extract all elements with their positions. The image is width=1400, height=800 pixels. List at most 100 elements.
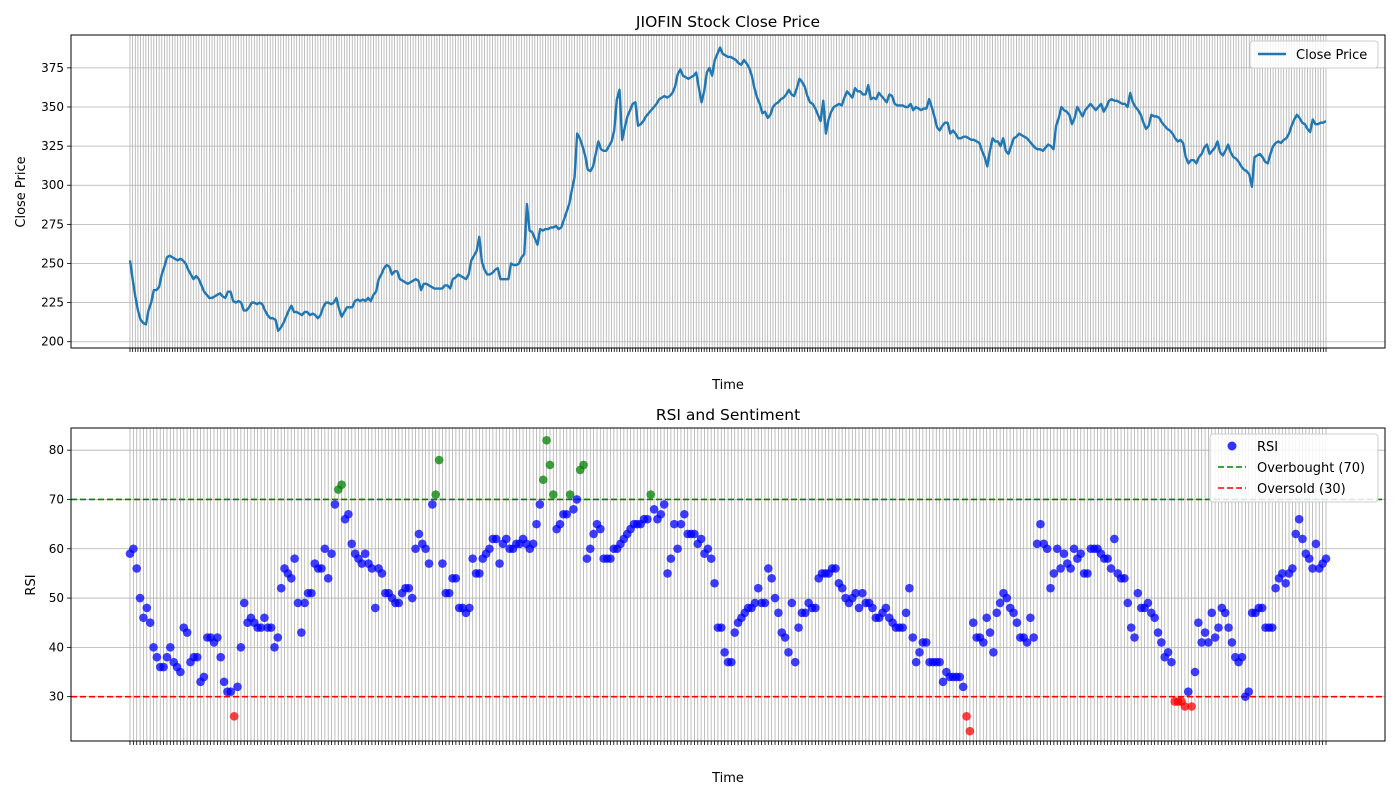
rsi-point	[784, 647, 793, 657]
rsi-point	[270, 643, 279, 652]
rsi-point	[790, 657, 800, 667]
p2-y-tick-label: 80	[49, 443, 64, 457]
rsi-point	[236, 643, 246, 652]
p1-y-tick-label: 350	[41, 100, 64, 114]
rsi-point	[787, 598, 797, 608]
rsi-point	[229, 712, 239, 721]
rsi-point	[491, 534, 501, 544]
rsi-point	[1304, 554, 1314, 563]
rsi-point	[696, 534, 706, 544]
rsi-point	[1026, 613, 1035, 623]
rsi-point	[569, 505, 578, 514]
rsi-point	[1200, 628, 1210, 637]
rsi-point	[968, 618, 978, 627]
rsi-point	[1106, 564, 1116, 573]
rsi-point	[965, 726, 975, 736]
rsi-point	[716, 623, 726, 632]
rsi-point	[1220, 608, 1230, 618]
rsi-point	[428, 500, 437, 509]
rsi-point	[1224, 623, 1233, 632]
rsi-point	[669, 519, 679, 529]
rsi-point	[411, 544, 420, 554]
rsi-point	[794, 623, 803, 632]
rsi-point	[851, 588, 860, 598]
rsi-point	[1183, 687, 1193, 697]
rsi-point	[837, 583, 847, 593]
rsi-point	[656, 509, 666, 519]
rsi-point	[475, 569, 484, 578]
rsi-point	[307, 588, 316, 598]
price-x-axis-label: Time	[711, 378, 744, 393]
rsi-point	[549, 490, 558, 499]
rsi-point	[985, 628, 995, 637]
rsi-point	[727, 657, 736, 667]
rsi-point	[1311, 539, 1321, 549]
p2-y-tick-label: 50	[49, 591, 64, 605]
rsi-point	[135, 593, 145, 603]
p2-y-tick-label: 60	[49, 542, 64, 556]
rsi-point	[1291, 529, 1301, 539]
rsi-point	[565, 490, 575, 499]
rsi-point	[1153, 628, 1163, 637]
rsi-point	[1257, 603, 1267, 613]
rsi-point	[434, 455, 444, 465]
p1-y-tick-label: 250	[41, 256, 64, 270]
rsi-point	[901, 608, 911, 618]
rsi-point	[955, 672, 965, 682]
rsi-point	[1120, 574, 1129, 583]
rsi-point	[1187, 702, 1196, 711]
rsi-point	[1167, 657, 1176, 667]
price-vertical-grid	[129, 35, 1327, 348]
rsi-point	[1237, 652, 1247, 662]
rsi-point	[720, 647, 729, 657]
rsi-point	[495, 559, 504, 568]
rsi-point	[545, 460, 555, 470]
rsi-point	[1294, 514, 1304, 524]
rsi-point	[800, 608, 810, 618]
rsi-point	[935, 657, 944, 667]
p1-y-tick-label: 225	[41, 296, 64, 310]
rsi-legend: RSI Overbought (70) Oversold (30)	[1209, 433, 1379, 503]
rsi-y-ticks: 30 40 50 60 70 80	[49, 443, 71, 704]
rsi-point	[1204, 638, 1213, 647]
rsi-point	[139, 613, 148, 623]
rsi-point	[780, 633, 790, 642]
price-legend-box	[1249, 40, 1379, 69]
rsi-point	[905, 583, 914, 593]
rsi-point	[1308, 564, 1317, 573]
rsi-legend-marker-swatch	[1227, 441, 1237, 451]
rsi-point	[145, 618, 155, 627]
rsi-point	[226, 687, 236, 697]
rsi-point	[1009, 608, 1018, 618]
rsi-point	[1150, 613, 1159, 623]
rsi-point	[451, 574, 461, 583]
overbought-legend-label: Overbought (70)	[1257, 461, 1365, 476]
rsi-point	[394, 598, 404, 608]
rsi-chart-title: RSI and Sentiment	[656, 406, 800, 424]
rsi-point	[1130, 633, 1139, 642]
p1-y-tick-label: 200	[41, 335, 64, 349]
p2-y-tick-label: 30	[49, 690, 64, 704]
rsi-point	[760, 598, 770, 608]
rsi-point	[908, 633, 918, 642]
rsi-point	[377, 569, 387, 578]
rsi-point	[582, 554, 592, 563]
rsi-point	[1032, 539, 1042, 549]
price-x-ticks	[129, 348, 1327, 352]
rsi-point	[337, 480, 346, 489]
rsi-point	[213, 633, 222, 642]
rsi-point	[764, 564, 773, 573]
p1-y-tick-label: 300	[41, 178, 64, 192]
rsi-point	[485, 544, 494, 554]
rsi-point	[1271, 583, 1280, 593]
rsi-point	[320, 544, 330, 554]
rsi-point	[360, 549, 370, 558]
rsi-point	[344, 509, 353, 519]
rsi-point	[938, 677, 948, 687]
rsi-point	[538, 475, 548, 485]
oversold-legend-label: Oversold (30)	[1257, 482, 1346, 497]
p1-y-tick-label: 375	[41, 61, 64, 75]
rsi-point	[911, 657, 921, 667]
rsi-point	[216, 652, 226, 662]
rsi-point	[680, 509, 689, 519]
